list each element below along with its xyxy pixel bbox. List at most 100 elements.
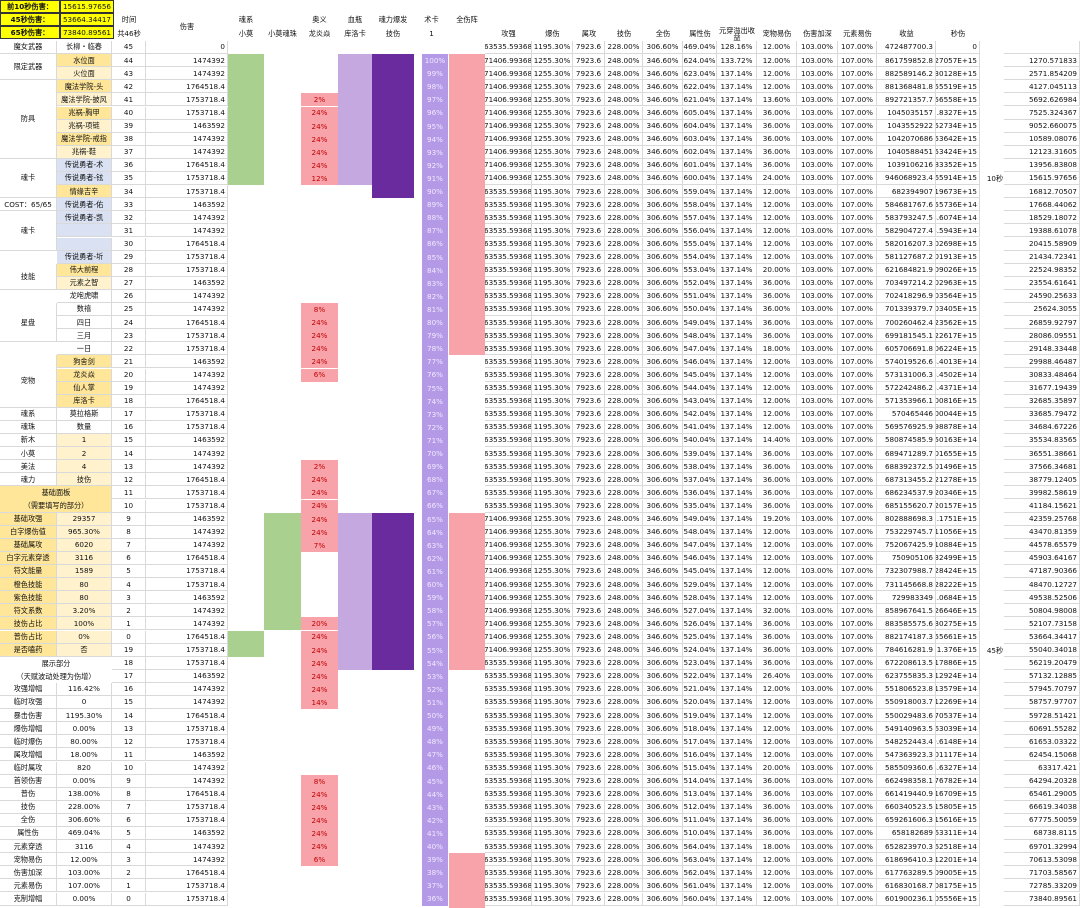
skill-wound-pct: 93% [427,147,443,157]
stat-attack: 63535.59368 [485,394,532,408]
item-label: 狗舍剑 [57,355,112,369]
base-panel-input[interactable]: 3116 [57,551,112,565]
cumulative-damage: 29148.33448 [1004,342,1080,356]
damage-cell: 1753718.4 [146,420,228,434]
stat-crit: 1195.30% [532,211,573,225]
stat-attr: 522.04% [683,669,717,683]
stat-attr: 469.04% [683,41,717,55]
stat-meta: 137.14% [717,551,757,565]
base-panel-input[interactable]: 29357 [57,512,112,526]
cumulative-damage: 12123.31605 [1004,145,1080,159]
section-label: 魂力 [0,473,57,487]
base-panel-input[interactable]: 80 [57,578,112,592]
stat-sec: 1.09005E+15 [936,866,980,880]
stat-full: 306.60% [643,761,683,775]
time-cell: 21 [112,355,146,369]
skill-wound-pct: 62% [427,553,443,563]
time-cell: 14 [112,709,146,723]
stat-profit: 753229745.7 [877,525,936,539]
stat-dmg_deep: 103.00% [797,709,838,723]
skill-wound-pct: 42% [427,815,443,825]
skill-wound-pct: 44% [427,789,443,799]
stat-profit: 572242486.2 [877,381,936,395]
stat-attr: 527.04% [683,604,717,618]
stat-sec: 1.06224E+15 [936,342,980,356]
cumulative-damage: 22524.98352 [1004,263,1080,277]
stat-meta: 137.14% [717,263,757,277]
cumulative-damage [1004,41,1080,55]
cumulative-damage: 66619.34038 [1004,800,1080,814]
skill-wound-pct: 96% [427,108,443,118]
base-panel-input[interactable]: 0% [57,630,112,644]
stat-full: 346.60% [643,551,683,565]
stat-dmg_deep: 103.00% [797,565,838,579]
display-panel-label: 临时爆伤 [0,735,57,749]
stat-full: 306.60% [643,276,683,290]
time-cell: 2 [112,866,146,880]
stat-skill: 228.00% [605,774,643,788]
item-label: 魔法学院-披风 [57,93,112,107]
stat-attr_atk: 7923.6 [573,617,605,631]
stat-full: 306.60% [643,185,683,199]
stat-skill: 248.00% [605,145,643,159]
cumulative-damage: 41184.15621 [1004,499,1080,513]
stat-attr: 549.04% [683,316,717,330]
stat-attack: 71406.99368 [485,93,532,107]
base-panel-input[interactable]: 965.30% [57,525,112,539]
stat-crit: 1195.30% [532,840,573,854]
time-cell: 6 [112,551,146,565]
stat-pet: 19.20% [757,512,797,526]
damage-cell: 1474392 [146,538,228,552]
damage-cell: 1764518.4 [146,80,228,94]
item-label: 传说勇者-铉 [57,172,112,186]
stat-attr: 622.04% [683,80,717,94]
base-panel-input[interactable]: 否 [57,643,112,657]
stat-skill: 228.00% [605,381,643,395]
stat-profit: 623755835.3 [877,669,936,683]
stat-elem: 107.00% [838,813,877,827]
stat-attr: 600.04% [683,172,717,186]
base-panel-input[interactable]: 3.20% [57,604,112,618]
time-cell: 12 [112,735,146,749]
stat-elem: 107.00% [838,41,877,55]
stat-full: 306.60% [643,840,683,854]
stat-dmg_deep: 103.00% [797,499,838,513]
stat-full: 306.60% [643,787,683,801]
stat-crit: 1195.30% [532,827,573,841]
time-cell: 44 [112,54,146,68]
item-label: 魔法学院-戒指 [57,132,112,146]
stat-meta: 137.14% [717,774,757,788]
stat-sec: 8.4013E+14 [936,355,980,369]
stat-elem: 107.00% [838,617,877,631]
stat-meta: 137.14% [717,119,757,133]
stat-pet: 36.00% [757,774,797,788]
stat-full: 306.60% [643,329,683,343]
stat-meta: 137.14% [717,329,757,343]
base-panel-input[interactable]: 6020 [57,538,112,552]
stat-skill: 248.00% [605,54,643,68]
stat-pet: 36.00% [757,813,797,827]
stat-pet: 12.00% [757,735,797,749]
stat-full: 306.60% [643,486,683,500]
skill-wound-pct: 58% [427,606,443,616]
stat-crit: 1195.30% [532,866,573,880]
cumulative-damage: 58757.97707 [1004,696,1080,710]
stat-attack: 63535.59368 [485,289,532,303]
stat-attr: 546.04% [683,551,717,565]
stat-meta: 137.14% [717,93,757,107]
base-panel-label: 技伤占比 [0,617,57,631]
skill-wound-pct: 91% [427,173,443,183]
damage-cell: 1474392 [146,447,228,461]
courage-value: 24% [301,525,338,539]
time-cell: 7 [112,538,146,552]
base-panel-input[interactable]: 80 [57,591,112,605]
stat-profit: 687313455.2 [877,473,936,487]
stat-elem: 107.00% [838,512,877,526]
stat-attr_atk: 7923.6 [573,237,605,251]
time-cell: 0 [112,892,146,906]
stat-skill: 248.00% [605,565,643,579]
stat-crit: 1195.30% [532,761,573,775]
base-panel-input[interactable]: 100% [57,617,112,631]
stat-dmg_deep: 103.00% [797,394,838,408]
base-panel-input[interactable]: 1589 [57,565,112,579]
